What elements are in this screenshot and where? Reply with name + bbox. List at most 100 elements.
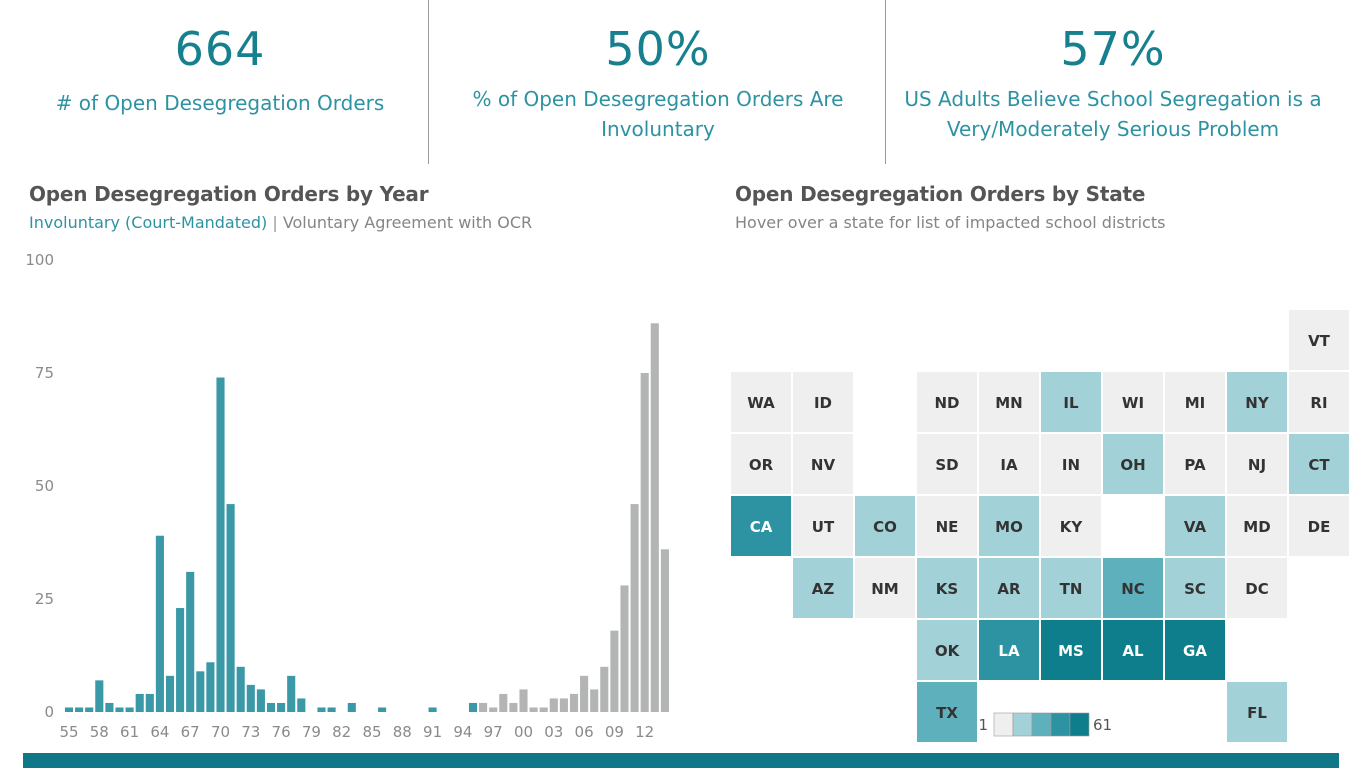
- bar-09-voluntary[interactable]: [610, 630, 619, 712]
- bar-99-voluntary[interactable]: [509, 702, 518, 712]
- bar-81-involuntary[interactable]: [327, 707, 336, 712]
- state-tile-ri[interactable]: [1289, 372, 1349, 432]
- state-tile-nv[interactable]: [793, 434, 853, 494]
- bar-66-involuntary[interactable]: [176, 608, 185, 712]
- state-tile-wa[interactable]: [731, 372, 791, 432]
- state-tile-ok[interactable]: [917, 620, 977, 680]
- bar-02-voluntary[interactable]: [539, 707, 548, 712]
- bar-68-involuntary[interactable]: [196, 671, 205, 712]
- state-tile-nj[interactable]: [1227, 434, 1287, 494]
- state-tile-az[interactable]: [793, 558, 853, 618]
- state-tile-tn[interactable]: [1041, 558, 1101, 618]
- state-label: IN: [1062, 456, 1080, 474]
- bar-58-involuntary[interactable]: [95, 680, 104, 712]
- bar-07-voluntary[interactable]: [590, 689, 599, 712]
- bar-91-involuntary[interactable]: [428, 707, 437, 712]
- bar-70-involuntary[interactable]: [216, 377, 225, 712]
- bar-86-involuntary[interactable]: [378, 707, 387, 712]
- legend-involuntary[interactable]: Involuntary (Court-Mandated): [29, 213, 268, 232]
- state-tile-nd[interactable]: [917, 372, 977, 432]
- state-tile-in[interactable]: [1041, 434, 1101, 494]
- state-tile-ar[interactable]: [979, 558, 1039, 618]
- state-tile-pa[interactable]: [1165, 434, 1225, 494]
- state-tile-sc[interactable]: [1165, 558, 1225, 618]
- state-tile-mi[interactable]: [1165, 372, 1225, 432]
- kpi-label-line: US Adults Believe School Segregation is …: [904, 87, 1322, 111]
- state-tile-md[interactable]: [1227, 496, 1287, 556]
- bar-56-involuntary[interactable]: [75, 707, 84, 712]
- bar-61-involuntary[interactable]: [125, 707, 134, 712]
- bar-01-voluntary[interactable]: [529, 707, 538, 712]
- bar-67-involuntary[interactable]: [186, 571, 195, 712]
- bar-13-voluntary[interactable]: [650, 323, 659, 712]
- bar-62-involuntary[interactable]: [135, 693, 144, 712]
- bar-77-involuntary[interactable]: [287, 675, 296, 712]
- state-tile-ks[interactable]: [917, 558, 977, 618]
- bar-08-voluntary[interactable]: [600, 666, 609, 712]
- state-tile-wi[interactable]: [1103, 372, 1163, 432]
- bar-74-involuntary[interactable]: [256, 689, 265, 712]
- state-tile-ga[interactable]: [1165, 620, 1225, 680]
- bar-57-involuntary[interactable]: [85, 707, 94, 712]
- state-tile-sd[interactable]: [917, 434, 977, 494]
- bar-63-involuntary[interactable]: [145, 693, 154, 712]
- state-tile-mn[interactable]: [979, 372, 1039, 432]
- state-tile-or[interactable]: [731, 434, 791, 494]
- state-tile-ne[interactable]: [917, 496, 977, 556]
- state-tile-nm[interactable]: [855, 558, 915, 618]
- bar-98-voluntary[interactable]: [499, 693, 508, 712]
- state-tile-la[interactable]: [979, 620, 1039, 680]
- bar-65-involuntary[interactable]: [165, 675, 175, 712]
- state-tile-ms[interactable]: [1041, 620, 1101, 680]
- state-tile-il[interactable]: [1041, 372, 1101, 432]
- state-tile-vt[interactable]: [1289, 310, 1349, 370]
- bar-73-involuntary[interactable]: [246, 684, 255, 712]
- bar-96-voluntary[interactable]: [479, 702, 488, 712]
- state-tile-dc[interactable]: [1227, 558, 1287, 618]
- bar-06-voluntary[interactable]: [580, 675, 589, 712]
- bar-78-involuntary[interactable]: [297, 698, 306, 712]
- state-tile-ct[interactable]: [1289, 434, 1349, 494]
- bar-60-involuntary[interactable]: [115, 707, 124, 712]
- state-tile-ut[interactable]: [793, 496, 853, 556]
- state-tile-id[interactable]: [793, 372, 853, 432]
- bar-97-voluntary[interactable]: [489, 707, 498, 712]
- legend-voluntary[interactable]: Voluntary Agreement with OCR: [282, 213, 533, 232]
- state-tile-va[interactable]: [1165, 496, 1225, 556]
- bar-71-involuntary[interactable]: [226, 504, 235, 712]
- bar-04-voluntary[interactable]: [559, 698, 568, 712]
- state-tile-al[interactable]: [1103, 620, 1163, 680]
- bar-00-voluntary[interactable]: [519, 689, 528, 712]
- state-tile-de[interactable]: [1289, 496, 1349, 556]
- state-tile-ia[interactable]: [979, 434, 1039, 494]
- state-label: MI: [1185, 394, 1206, 412]
- bar-76-involuntary[interactable]: [277, 702, 286, 712]
- bar-55-involuntary[interactable]: [64, 707, 74, 712]
- bar-10-voluntary[interactable]: [620, 585, 629, 712]
- bar-14-voluntary[interactable]: [660, 549, 669, 712]
- state-tile-fl[interactable]: [1227, 682, 1287, 742]
- state-tile-ny[interactable]: [1227, 372, 1287, 432]
- state-tile-nc[interactable]: [1103, 558, 1163, 618]
- x-tick-label: 97: [484, 723, 503, 741]
- state-tile-tx[interactable]: [917, 682, 977, 742]
- bar-11-voluntary[interactable]: [630, 504, 639, 712]
- bar-05-voluntary[interactable]: [569, 693, 579, 712]
- bar-75-involuntary[interactable]: [266, 702, 276, 712]
- state-tile-mo[interactable]: [979, 496, 1039, 556]
- bar-03-voluntary[interactable]: [549, 698, 558, 712]
- bar-80-involuntary[interactable]: [317, 707, 326, 712]
- bar-72-involuntary[interactable]: [236, 666, 245, 712]
- state-label: LA: [998, 642, 1020, 660]
- bar-59-involuntary[interactable]: [105, 702, 114, 712]
- state-tile-ca[interactable]: [731, 496, 791, 556]
- state-tile-oh[interactable]: [1103, 434, 1163, 494]
- kpi-value: 50%: [605, 22, 711, 76]
- bar-12-voluntary[interactable]: [640, 373, 649, 712]
- state-tile-ky[interactable]: [1041, 496, 1101, 556]
- bar-83-involuntary[interactable]: [347, 702, 356, 712]
- bar-69-involuntary[interactable]: [206, 662, 215, 712]
- bar-64-involuntary[interactable]: [155, 535, 164, 712]
- bar-95-involuntary[interactable]: [468, 702, 478, 712]
- state-tile-co[interactable]: [855, 496, 915, 556]
